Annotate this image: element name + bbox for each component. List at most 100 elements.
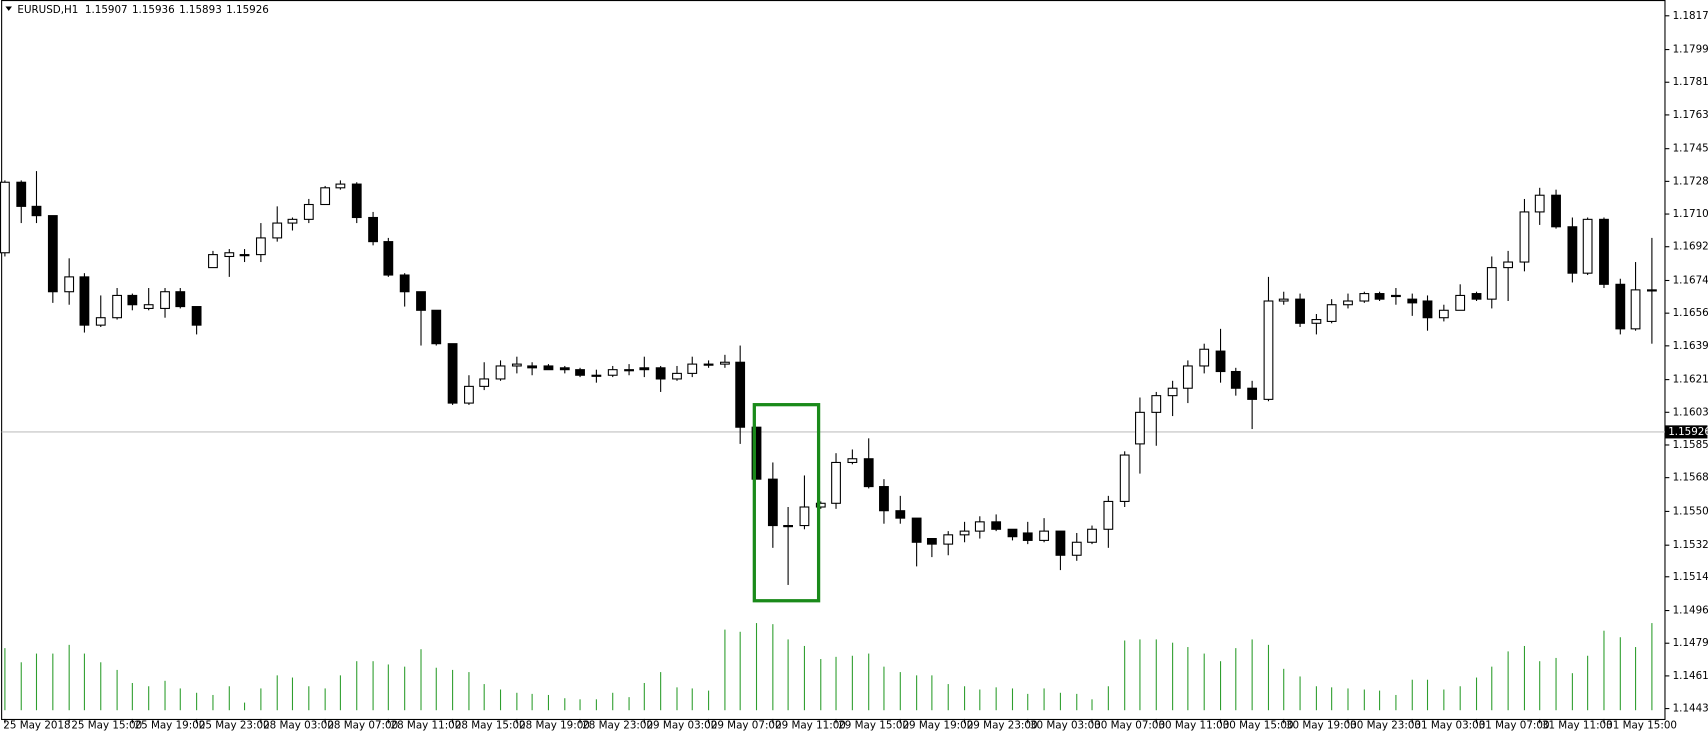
x-tick-label: 25 May 19:00 [135,719,206,731]
candle-body [1167,387,1178,397]
candle-body [1182,365,1193,389]
candle-body [1135,411,1145,445]
candle-body [1582,218,1593,274]
candle-body [1391,294,1401,298]
candle-body [1359,293,1370,302]
x-tick-label: 31 May 15:00 [1606,719,1677,731]
candle-body [720,361,730,365]
candle-body [383,241,394,276]
candle-body [1551,194,1561,228]
y-tick-label: 1.17635 [1673,109,1708,121]
y-tick-label: 1.17990 [1673,44,1708,56]
header-value: 1.15936 [132,4,175,16]
candle-body [1022,532,1033,541]
y-tick-label: 1.14965 [1673,605,1708,617]
candle-body [112,294,122,319]
candle-body [991,521,1002,530]
y-tick-label: 1.16210 [1673,374,1708,386]
x-tick-label: 29 May 11:00 [775,719,846,731]
x-tick-label: 30 May 11:00 [1158,719,1229,731]
candle-body [959,530,970,536]
candle-body [639,367,650,371]
candle-body [511,363,522,367]
y-tick-label: 1.16745 [1673,274,1708,286]
candle-body [559,367,570,371]
x-tick-label: 31 May 07:00 [1479,719,1550,731]
candle-body [1215,350,1226,373]
candle-body [624,369,634,372]
candle-body [1486,267,1497,300]
candle-body [1311,319,1322,324]
x-tick-label: 28 May 07:00 [327,719,398,731]
candle-body [1087,528,1097,543]
x-tick-label: 29 May 03:00 [646,719,717,731]
y-tick-label: 1.15855 [1673,439,1708,451]
collapse-icon[interactable] [5,6,12,11]
candle-body [127,294,138,306]
y-tick-label: 1.17455 [1673,143,1708,155]
candle-body [607,369,618,376]
candle-body [1407,298,1418,304]
candle-body [160,291,170,309]
candle-body [863,458,874,488]
y-tick-label: 1.17810 [1673,76,1708,88]
y-tick-label: 1.16925 [1673,241,1708,253]
candle-body [47,215,58,293]
x-tick-label: 30 May 03:00 [1030,719,1101,731]
candle-body [943,534,954,545]
candle-body [143,304,154,309]
candle-body [320,187,331,206]
candle-body [79,276,90,326]
y-tick-label: 1.15500 [1673,505,1708,517]
candle-body [1519,211,1530,263]
candle-body [879,486,889,512]
candle-body [591,374,602,377]
candle-body [1422,300,1433,319]
candle-body [926,538,937,545]
candle-body [655,367,666,380]
candle-body [431,309,442,345]
y-tick-label: 1.14790 [1673,637,1708,649]
x-tick-label: 29 May 23:00 [967,719,1038,731]
candle-body [751,426,762,480]
candle-body [1567,226,1578,274]
candle-body [239,254,250,257]
candle-body [303,203,314,220]
candle-body [1295,298,1305,324]
candle-body [1326,304,1337,322]
candle-body [1646,289,1657,292]
y-tick-label: 1.16035 [1673,406,1708,418]
header-value: 1.15926 [226,4,269,16]
candle-body [1199,348,1210,367]
y-tick-label: 1.17280 [1673,175,1708,187]
candle-body [287,218,298,224]
x-tick-label: 31 May 03:00 [1414,719,1485,731]
x-tick-label: 28 May 11:00 [391,719,462,731]
candle-body [1055,530,1066,556]
y-tick-label: 1.14610 [1673,670,1708,682]
x-tick-label: 29 May 19:00 [902,719,973,731]
candle-body [464,385,474,404]
x-tick-label: 31 May 11:00 [1542,719,1613,731]
candle-body [1534,194,1545,213]
candle-body [208,254,218,269]
symbol-title: EURUSD,H1 [17,4,78,16]
y-tick-label: 1.14435 [1673,703,1708,715]
x-tick-label: 30 May 19:00 [1286,719,1357,731]
candle-body [1615,283,1626,330]
highlight-box [752,403,821,603]
y-tick-label: 1.16565 [1673,307,1708,319]
candle-body [31,205,42,217]
candle-body [0,181,10,254]
y-tick-label: 1.15680 [1673,472,1708,484]
candle-body [255,237,266,256]
candle-body [1599,218,1609,285]
header-value: 1.15907 [85,4,128,16]
candle-body [1630,289,1641,330]
candle-body [1263,300,1274,400]
x-tick-label: 29 May 15:00 [838,719,909,731]
candle-body [847,458,858,464]
x-tick-label: 25 May 23:00 [199,719,270,731]
candle-body [335,183,346,189]
